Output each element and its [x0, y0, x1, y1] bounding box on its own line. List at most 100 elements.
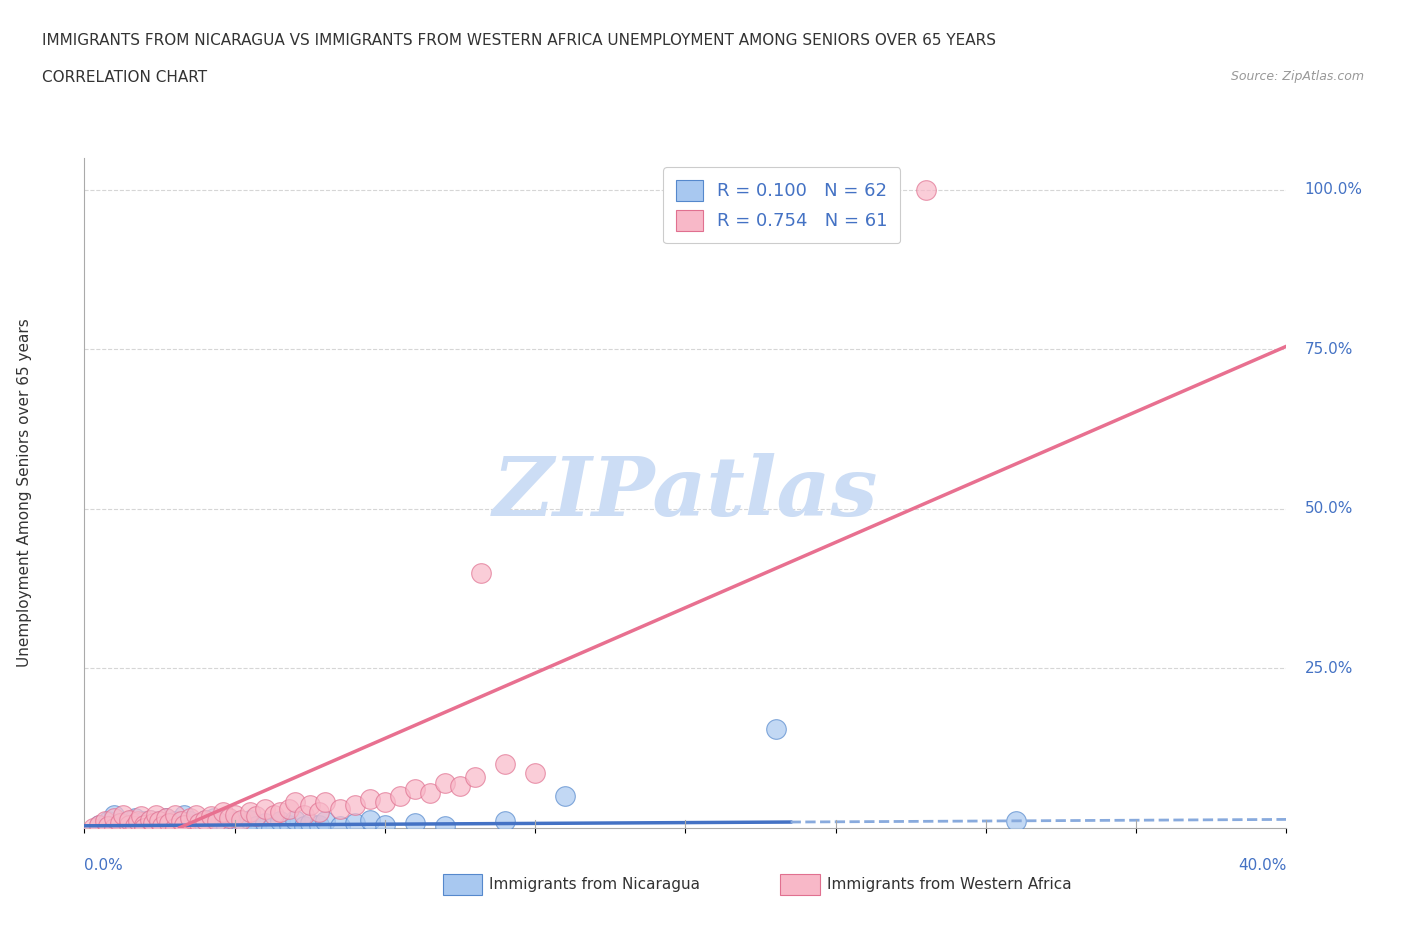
Point [184, 807, 207, 822]
Point [152, 818, 174, 833]
Point [263, 807, 285, 822]
Point [163, 820, 186, 835]
Point [343, 816, 366, 830]
Point [142, 818, 165, 833]
Point [179, 811, 201, 826]
Point [155, 811, 177, 826]
Point [173, 817, 195, 832]
Point [329, 801, 352, 816]
Point [277, 817, 299, 832]
Point [374, 795, 396, 810]
Point [298, 798, 321, 813]
Point [110, 816, 132, 830]
Point [308, 804, 330, 819]
Point [157, 816, 180, 830]
Point [176, 816, 198, 830]
Point [112, 818, 135, 833]
Point [284, 795, 307, 810]
Point [449, 778, 471, 793]
Point [118, 820, 141, 835]
Legend: R = 0.100   N = 62, R = 0.754   N = 61: R = 0.100 N = 62, R = 0.754 N = 61 [664, 167, 900, 243]
Point [136, 817, 159, 832]
Point [124, 818, 146, 833]
Text: 25.0%: 25.0% [1305, 661, 1353, 676]
Point [127, 814, 149, 829]
Point [1005, 814, 1028, 829]
Point [173, 807, 195, 822]
Text: 40.0%: 40.0% [1239, 857, 1286, 873]
Point [139, 813, 162, 828]
Point [470, 565, 492, 580]
Point [134, 820, 156, 835]
Point [131, 809, 153, 824]
Point [314, 814, 336, 829]
Point [765, 722, 787, 737]
Text: IMMIGRANTS FROM NICARAGUA VS IMMIGRANTS FROM WESTERN AFRICA UNEMPLOYMENT AMONG S: IMMIGRANTS FROM NICARAGUA VS IMMIGRANTS … [42, 33, 997, 47]
Point [494, 756, 516, 771]
Point [89, 817, 111, 832]
Point [163, 807, 186, 822]
Point [134, 817, 156, 832]
Point [134, 814, 156, 829]
Point [89, 817, 111, 832]
Text: ZIPatlas: ZIPatlas [492, 453, 879, 533]
Point [127, 816, 149, 830]
Point [110, 816, 132, 830]
Point [97, 818, 120, 833]
Point [224, 807, 246, 822]
Text: 0.0%: 0.0% [84, 857, 124, 873]
Point [269, 814, 291, 829]
Point [200, 809, 222, 824]
Point [314, 795, 336, 810]
Point [103, 820, 125, 835]
Point [163, 814, 186, 829]
Point [419, 785, 441, 800]
Point [253, 801, 276, 816]
Point [343, 798, 366, 813]
Point [239, 804, 262, 819]
Point [145, 807, 167, 822]
Point [148, 820, 170, 835]
Point [131, 819, 153, 834]
Point [124, 811, 146, 826]
Point [208, 816, 231, 830]
Point [148, 814, 170, 829]
Point [211, 804, 233, 819]
Point [284, 813, 307, 828]
Point [229, 813, 252, 828]
Point [82, 820, 104, 835]
Point [187, 816, 209, 830]
Point [292, 818, 315, 833]
Point [359, 791, 381, 806]
Point [298, 816, 321, 830]
Point [181, 818, 204, 833]
Point [200, 817, 222, 832]
Point [194, 820, 217, 835]
Point [359, 813, 381, 828]
Point [245, 809, 267, 824]
Point [554, 789, 576, 804]
Point [142, 816, 165, 830]
Point [494, 814, 516, 829]
Point [103, 817, 125, 832]
Point [214, 818, 236, 833]
Point [464, 769, 486, 784]
Point [218, 811, 240, 826]
Point [434, 776, 457, 790]
Point [118, 813, 141, 828]
Point [103, 811, 125, 826]
Point [915, 182, 938, 197]
Point [139, 813, 162, 828]
Point [155, 811, 177, 826]
Point [329, 818, 352, 833]
Point [253, 816, 276, 830]
Point [157, 818, 180, 833]
Point [148, 814, 170, 829]
Point [145, 816, 167, 830]
Point [308, 817, 330, 832]
Point [103, 807, 125, 822]
Point [404, 782, 426, 797]
Text: Immigrants from Western Africa: Immigrants from Western Africa [827, 877, 1071, 892]
Text: 50.0%: 50.0% [1305, 501, 1353, 516]
Point [121, 817, 143, 832]
